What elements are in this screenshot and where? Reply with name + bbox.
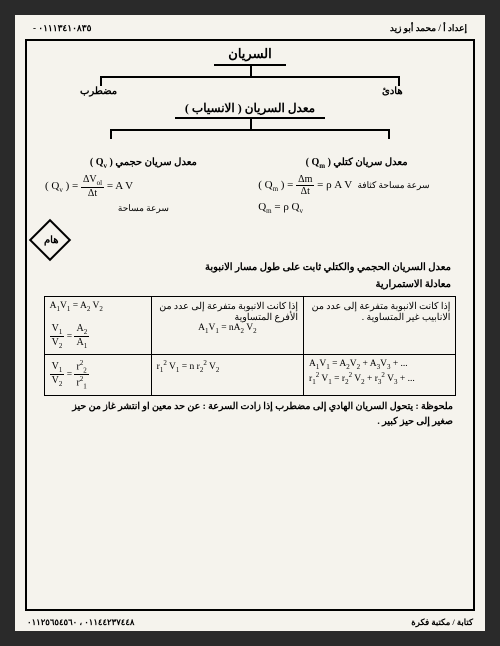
mass-title: معدل سريان كتلي ( Qm ) (258, 157, 455, 170)
equations-table: A1V1 = A2 V2 V1V2 = A2A1 إذا كانت الانبو… (44, 296, 457, 396)
cell-r2c3: A1V1 = A2V2 + A3V3 + ... r12 V1 = r22 V2… (304, 355, 456, 396)
mass-formula: ( Qm ) = ΔmΔt = ρ A V سرعة مساحة كثافة (258, 174, 455, 197)
document-page: إعداد أ / محمد أبو زيد ٠١١١٣٤١٠٨٣٥ - الس… (15, 15, 485, 631)
cell-r2c1: V1V2 = r22r21 (44, 355, 151, 396)
leaf-laminar: هادئ (382, 86, 403, 97)
leaf-turbulent: مضطرب (80, 86, 117, 97)
phone: ٠١١١٣٤١٠٨٣٥ - (33, 23, 91, 34)
author: إعداد أ / محمد أبو زيد (390, 23, 467, 34)
vol-labels: سرعة مساحة (45, 203, 242, 214)
subtitle: معدل السريان ( الانسياب ) (175, 100, 325, 119)
note-constant: معدل السريان الحجمي والكتلي ثابت على طول… (35, 262, 465, 273)
main-title: السريان (214, 44, 285, 66)
vol-title: معدل سريان حجمي ( Qv ) (45, 157, 242, 170)
mass-relation: Qm = ρ Qv (258, 201, 455, 215)
col-volume: معدل سريان حجمي ( Qv ) ( Qv ) = ΔVolΔt =… (45, 157, 242, 219)
note-continuity: معادلة الاستمرارية (35, 279, 465, 290)
cell-r1c1: A1V1 = A2 V2 V1V2 = A2A1 (44, 297, 151, 355)
important-badge: هام (29, 219, 71, 261)
col-mass: معدل سريان كتلي ( Qm ) ( Qm ) = ΔmΔt = ρ… (258, 157, 455, 219)
tree-2 (90, 119, 410, 153)
header: إعداد أ / محمد أبو زيد ٠١١١٣٤١٠٨٣٥ - (27, 23, 473, 38)
tree-1: مضطرب هادئ (70, 66, 430, 100)
footer-left: كتابة / مكتبة فكرة (411, 617, 473, 628)
cell-r2c2: r12 V1 = n r22 V2 (151, 355, 303, 396)
cell-r1c3: إذا كانت الانبوبة متفرعة إلى عدد من الان… (304, 297, 456, 355)
cell-r1c2: إذا كانت الانبوبة متفرعة إلى عدد من الأف… (151, 297, 303, 355)
footer-right: ٠١١٤٤٢٣٧٤٤٨ ، ٠١١٢٥٦٥٤٥٦٠ (27, 617, 134, 628)
vol-formula: ( Qv ) = ΔVolΔt = A V (45, 174, 242, 199)
footer: كتابة / مكتبة فكرة ٠١١٤٤٢٣٧٤٤٨ ، ٠١١٢٥٦٥… (27, 617, 473, 628)
footnote: ملحوظة : يتحول السريان الهادي إلى مضطرب … (35, 400, 465, 430)
formula-columns: معدل سريان كتلي ( Qm ) ( Qm ) = ΔmΔt = ρ… (35, 157, 465, 219)
